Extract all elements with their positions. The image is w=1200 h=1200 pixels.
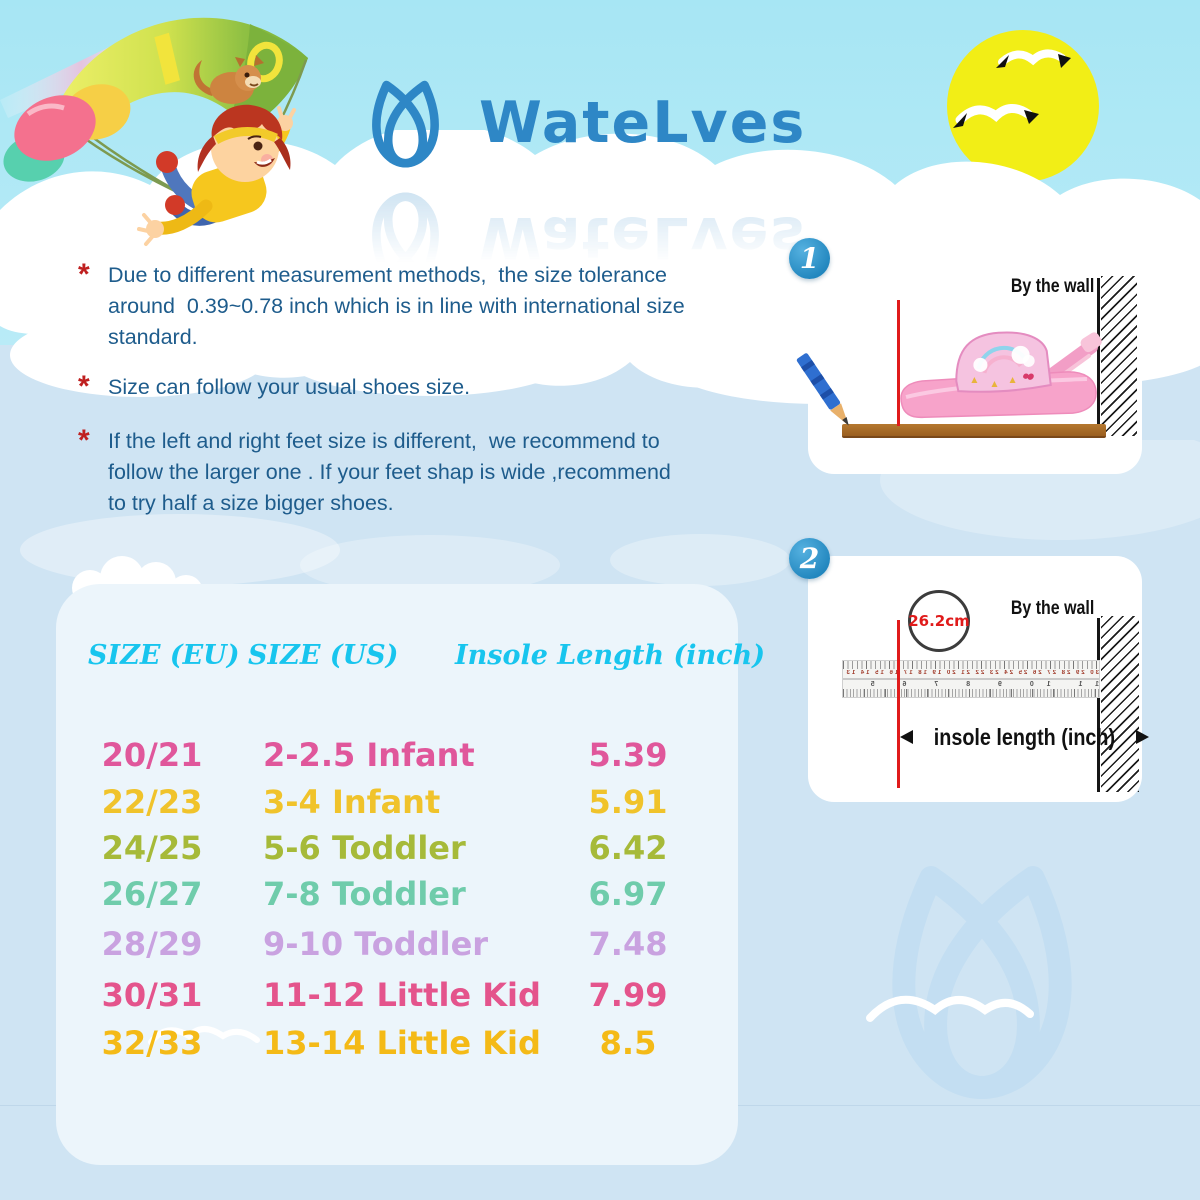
wall-label: By the wall <box>1010 598 1094 619</box>
toe-measure-line <box>897 620 900 788</box>
measurement-value: 26.2cm <box>908 612 970 630</box>
column-header-insole-length: Insole Length (inch) <box>455 640 765 671</box>
size-us-value: 9-10 Toddler <box>263 925 489 963</box>
note-item: * Size can follow your usual shoes size. <box>62 370 722 403</box>
table-row: 20/21 2-2.5 Infant 5.39 <box>0 736 1200 776</box>
asterisk-marker: * <box>78 370 90 403</box>
insole-length-value: 6.42 <box>588 829 668 867</box>
measurement-circle: 26.2cm <box>908 590 970 652</box>
table-row: 22/23 3-4 Infant 5.91 <box>0 783 1200 823</box>
size-us-value: 11-12 Little Kid <box>263 976 541 1014</box>
size-us-value: 2-2.5 Infant <box>263 736 475 774</box>
table-row: 28/29 9-10 Toddler 7.48 <box>0 925 1200 965</box>
column-header-size-us: SIZE (US) <box>248 640 399 671</box>
pencil-icon <box>796 353 849 426</box>
wall-hatching <box>1101 616 1139 792</box>
insole-length-value: 7.48 <box>588 925 668 963</box>
figure1-card: By the wall <box>796 258 1142 474</box>
size-us-value: 5-6 Toddler <box>263 829 466 867</box>
tulip-logo-icon <box>372 80 439 168</box>
asterisk-marker: * <box>78 424 90 457</box>
figure2-card: 26.2cm By the wall 30 29 28 27 26 25 24 … <box>808 556 1149 802</box>
insole-length-label: insole length (inch) <box>933 723 1116 750</box>
seagull-icon <box>996 49 1071 68</box>
toe-measure-line <box>897 300 900 426</box>
note-text: Size can follow your usual shoes size. <box>108 375 471 399</box>
size-us-value: 7-8 Toddler <box>263 875 466 913</box>
note-item: * Due to different measurement methods, … <box>62 258 722 353</box>
asterisk-marker: * <box>78 258 90 291</box>
seagull-icon <box>953 104 1039 128</box>
note-item: * If the left and right feet size is dif… <box>62 424 722 519</box>
ruler-inch-numbers: 11 10 9 8 7 6 5 4 3 2 1 <box>843 681 1099 688</box>
size-eu-value: 26/27 <box>101 875 203 913</box>
size-us-value: 13-14 Little Kid <box>263 1024 541 1062</box>
table-row: 30/31 11-12 Little Kid 7.99 <box>0 976 1200 1016</box>
wall-line <box>1097 278 1100 436</box>
size-eu-value: 20/21 <box>101 736 203 774</box>
arrow-left-head <box>900 730 913 744</box>
note-text: Due to different measurement methods, th… <box>108 263 685 349</box>
size-eu-value: 22/23 <box>101 783 203 821</box>
size-table-panel <box>56 584 738 1165</box>
ruler-cm-ticks <box>843 661 1099 669</box>
insole-length-value: 5.39 <box>588 736 668 774</box>
insole-length-value: 7.99 <box>588 976 668 1014</box>
cloud-wave-decoration <box>148 1026 260 1045</box>
step-2-badge: 2 <box>789 538 830 579</box>
floor <box>842 424 1106 438</box>
insole-length-value: 8.5 <box>599 1024 657 1062</box>
table-row: 26/27 7-8 Toddler 6.97 <box>0 875 1200 915</box>
ruler: 30 29 28 27 26 25 24 23 22 21 20 19 18 1… <box>842 660 1100 698</box>
brand-logo-reflection: WateLves <box>358 186 806 288</box>
wall-hatching <box>1101 276 1137 436</box>
pink-slide-sandal <box>900 331 1102 419</box>
step-1-badge: 1 <box>789 238 830 279</box>
balloons <box>3 84 131 182</box>
size-eu-value: 28/29 <box>101 925 203 963</box>
tulip-logo-icon-reflection <box>372 192 439 280</box>
cartoon-boy <box>137 55 296 246</box>
column-header-size-eu: SIZE (EU) <box>88 640 240 671</box>
size-eu-value: 24/25 <box>101 829 203 867</box>
insole-length-value: 5.91 <box>588 783 668 821</box>
parachute-strings <box>59 59 308 212</box>
note-text: If the left and right feet size is diffe… <box>108 429 671 515</box>
strap-buckle <box>1080 332 1102 353</box>
insole-length-value: 6.97 <box>588 875 668 913</box>
sun-icon <box>947 30 1099 182</box>
parachute-boy-illustration <box>0 17 308 246</box>
ruler-cm-numbers: 30 29 28 27 26 25 24 23 22 21 20 19 18 1… <box>843 670 1099 676</box>
table-row: 24/25 5-6 Toddler 6.42 <box>0 829 1200 869</box>
brand-wordmark: WateLves <box>479 90 807 156</box>
cloud-wave-decoration <box>866 995 1034 1022</box>
squirrel <box>193 55 264 104</box>
brand-logo: WateLves <box>358 72 806 174</box>
unicorn-strap <box>955 331 1052 393</box>
insole-length-arrow: insole length (inch) <box>900 724 1149 750</box>
size-us-value: 3-4 Infant <box>263 783 441 821</box>
table-row: 32/33 13-14 Little Kid 8.5 <box>0 1024 1200 1064</box>
arrow-right-head <box>1135 730 1149 744</box>
size-eu-value: 32/33 <box>101 1024 203 1062</box>
size-eu-value: 30/31 <box>101 976 203 1014</box>
watermark-tulip-logo <box>892 866 1072 1099</box>
wall-line <box>1097 618 1100 792</box>
wall-label: By the wall <box>1010 276 1094 297</box>
ruler-inch-ticks <box>843 689 1099 697</box>
